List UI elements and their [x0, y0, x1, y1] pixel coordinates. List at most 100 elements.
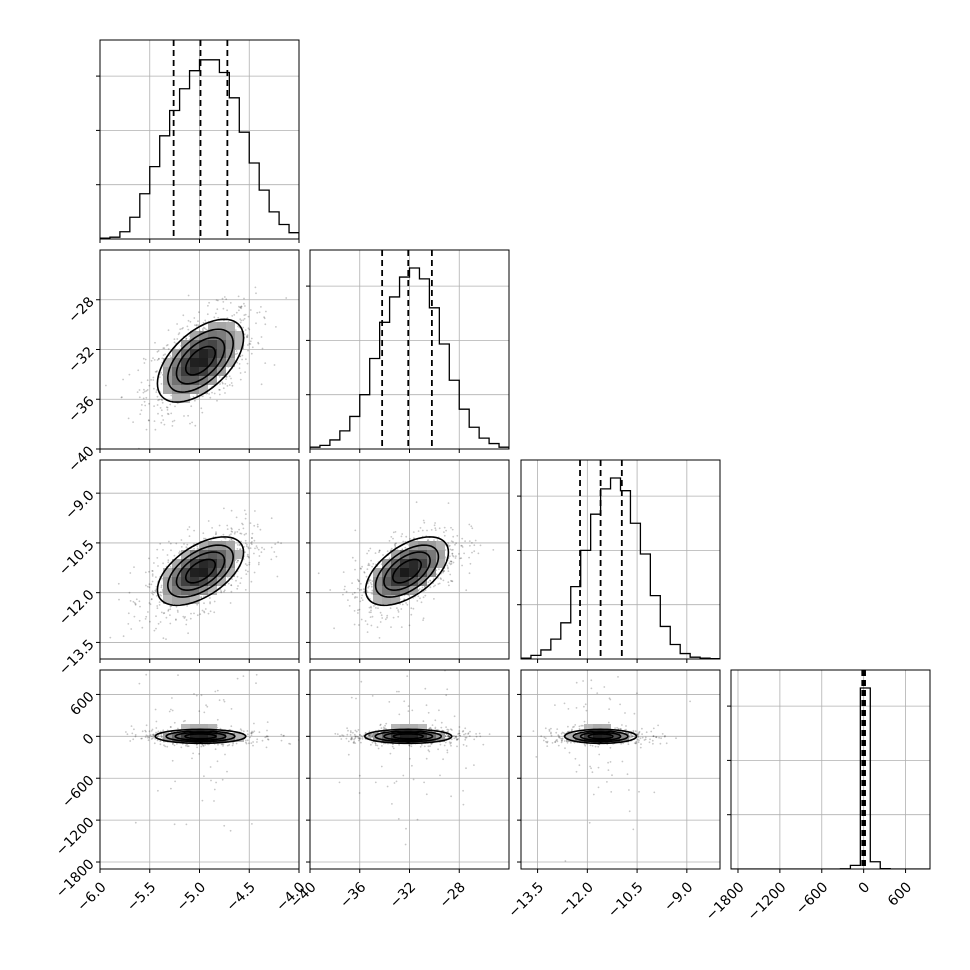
scatter-point: [170, 394, 173, 397]
scatter-point: [184, 616, 187, 618]
scatter-point: [597, 766, 600, 769]
density-cell: [620, 733, 629, 742]
scatter-point: [359, 737, 362, 740]
tick-label-y: −600: [59, 773, 98, 812]
scatter-point: [238, 544, 241, 546]
scatter-point: [361, 565, 363, 568]
scatter-point: [183, 543, 185, 545]
scatter-point: [144, 404, 147, 407]
scatter-point: [333, 627, 335, 630]
scatter-point: [575, 770, 578, 773]
scatter-point: [160, 383, 163, 385]
scatter-point: [167, 608, 170, 611]
scatter-point: [548, 728, 551, 731]
scatter-point: [363, 571, 366, 574]
scatter-point: [369, 736, 371, 739]
scatter-point: [242, 319, 245, 321]
density-cell: [199, 733, 208, 742]
scatter-point: [196, 545, 199, 548]
scatter-point: [166, 409, 169, 411]
scatter-point: [368, 564, 371, 567]
scatter-point: [558, 735, 560, 738]
scatter-point: [378, 551, 380, 554]
scatter-point: [382, 554, 384, 556]
scatter-point: [242, 730, 245, 733]
scatter-point: [246, 730, 249, 732]
scatter-point: [280, 542, 282, 545]
scatter-point: [447, 735, 449, 738]
scatter-point: [193, 612, 195, 615]
scatter-point: [245, 739, 247, 742]
tick-label-y: −1200: [53, 814, 98, 859]
scatter-point: [554, 704, 556, 706]
scatter-point: [155, 595, 158, 597]
scatter-point: [347, 729, 349, 732]
scatter-point: [176, 649, 178, 651]
scatter-point: [658, 736, 660, 739]
scatter-point: [632, 729, 635, 732]
scatter-point: [154, 738, 157, 740]
scatter-point: [351, 593, 354, 596]
contour-line: [174, 731, 227, 742]
scatter-point: [431, 724, 434, 726]
scatter-point: [380, 614, 383, 617]
scatter-point: [177, 333, 180, 336]
scatter-point: [453, 715, 456, 718]
scatter-point: [357, 729, 360, 731]
density-cell: [391, 568, 400, 577]
scatter-point: [267, 738, 269, 741]
scatter-point: [218, 699, 221, 702]
scatter-point: [360, 568, 362, 570]
scatter-point: [446, 564, 449, 567]
scatter-point: [188, 535, 191, 537]
scatter-point: [138, 389, 141, 391]
scatter-point: [467, 732, 470, 735]
scatter-point: [371, 735, 374, 738]
contour-line: [166, 544, 234, 598]
scatter-point: [219, 383, 221, 385]
density-cell: [172, 394, 181, 403]
scatter-point: [228, 744, 231, 746]
scatter-point: [226, 309, 229, 312]
scatter-point: [220, 743, 223, 746]
scatter-point: [222, 387, 225, 390]
scatter-point: [354, 597, 356, 599]
scatter-point: [370, 592, 373, 595]
scatter-point: [473, 764, 475, 766]
scatter-point: [251, 730, 253, 733]
scatter-point: [250, 580, 253, 583]
scatter-point: [412, 778, 415, 781]
scatter-point: [442, 570, 445, 573]
density-cell: [391, 595, 400, 604]
scatter-point: [185, 623, 188, 626]
scatter-point: [452, 548, 454, 551]
scatter-point: [180, 746, 183, 749]
scatter-point: [345, 737, 348, 740]
scatter-point: [455, 735, 458, 738]
scatter-point: [463, 552, 465, 555]
density-cell: [400, 550, 409, 559]
scatter-point: [360, 680, 363, 683]
density-cell: [181, 385, 190, 394]
scatter-point: [148, 736, 151, 739]
scatter-point: [643, 739, 646, 741]
scatter-point: [401, 548, 404, 551]
scatter-point: [161, 399, 164, 402]
scatter-point: [133, 566, 135, 568]
scatter-point: [455, 737, 458, 739]
scatter-point: [657, 724, 659, 727]
scatter-point: [394, 546, 397, 548]
scatter-point: [152, 379, 155, 381]
scatter-point: [149, 735, 151, 737]
scatter-point: [443, 526, 446, 529]
scatter-point: [167, 329, 170, 332]
scatter-point: [422, 619, 424, 621]
scatter-point: [155, 615, 157, 618]
scatter-point: [450, 795, 452, 798]
scatter-point: [608, 708, 610, 710]
scatter-point: [188, 526, 191, 528]
density-cell: [199, 586, 208, 595]
scatter-point: [237, 585, 239, 587]
scatter-point: [214, 533, 217, 536]
scatter-point: [140, 381, 143, 384]
